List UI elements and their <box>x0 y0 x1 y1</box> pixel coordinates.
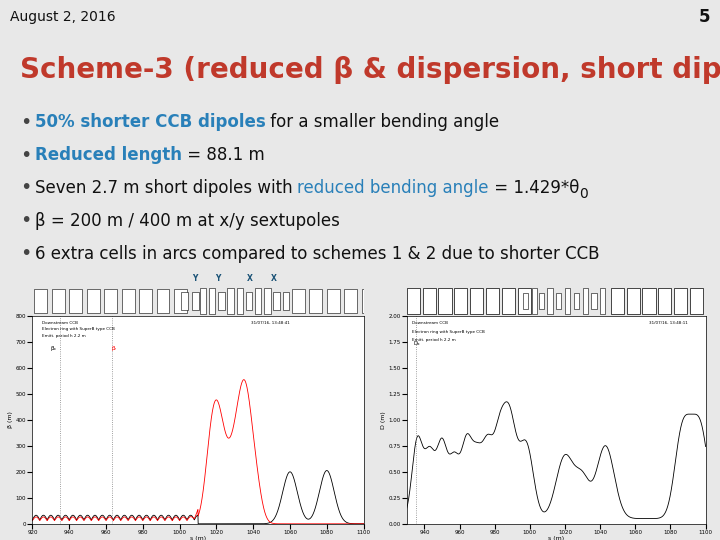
Text: •: • <box>20 211 32 231</box>
Bar <box>246 292 252 310</box>
Bar <box>539 293 544 309</box>
X-axis label: s (m): s (m) <box>548 536 564 540</box>
Bar <box>557 293 562 309</box>
Bar <box>470 288 483 314</box>
Text: for a smaller bending angle: for a smaller bending angle <box>265 113 500 131</box>
Y-axis label: β (m): β (m) <box>8 411 13 428</box>
Text: X: X <box>246 274 253 283</box>
Bar <box>228 288 234 314</box>
Text: Emitt. period h 2.2 m: Emitt. period h 2.2 m <box>412 338 456 342</box>
Text: August 2, 2016: August 2, 2016 <box>10 10 116 24</box>
Bar <box>674 288 687 314</box>
Bar <box>200 288 206 314</box>
Text: 50% shorter CCB dipoles: 50% shorter CCB dipoles <box>35 113 265 131</box>
Bar <box>181 292 188 310</box>
Bar <box>582 288 588 314</box>
Bar <box>292 289 305 313</box>
Text: Seven 2.7 m short dipoles with: Seven 2.7 m short dipoles with <box>35 179 297 197</box>
Bar <box>104 289 117 313</box>
Bar <box>690 288 703 314</box>
Bar <box>361 289 374 313</box>
Text: Downstream CCB: Downstream CCB <box>412 321 448 325</box>
Bar <box>611 288 624 314</box>
Bar <box>642 288 655 314</box>
Bar <box>565 288 570 314</box>
Text: X: X <box>271 274 276 283</box>
Text: 31/07/16, 13:48:11: 31/07/16, 13:48:11 <box>649 321 688 325</box>
Bar <box>626 288 639 314</box>
Bar <box>591 293 597 309</box>
Text: Downstream CCB: Downstream CCB <box>42 321 78 325</box>
Text: Electron ring with SuperB type CCB: Electron ring with SuperB type CCB <box>42 327 114 331</box>
Text: Scheme-3 (reduced β & dispersion, short dipole): Scheme-3 (reduced β & dispersion, short … <box>20 56 720 84</box>
Text: 5: 5 <box>698 8 710 26</box>
Text: •: • <box>20 146 32 165</box>
Text: βᵣ: βᵣ <box>112 346 117 350</box>
Bar <box>86 289 99 313</box>
Bar <box>344 289 357 313</box>
Bar <box>283 292 289 310</box>
Bar <box>486 288 499 314</box>
Bar <box>35 289 47 313</box>
Bar <box>192 292 199 310</box>
Text: Dₓ: Dₓ <box>414 341 420 346</box>
Y-axis label: D (m): D (m) <box>381 411 385 429</box>
Bar <box>264 288 271 314</box>
Bar <box>518 288 531 314</box>
Bar <box>52 289 65 313</box>
Bar <box>255 288 261 314</box>
Text: = 1.429*θ: = 1.429*θ <box>489 179 580 197</box>
Text: Reduced length: Reduced length <box>35 146 181 164</box>
Text: 0: 0 <box>580 187 588 201</box>
Bar <box>423 288 436 314</box>
Text: βₓ: βₓ <box>51 346 57 350</box>
Text: •: • <box>20 178 32 198</box>
Bar <box>174 289 187 313</box>
Bar <box>600 288 606 314</box>
Bar <box>531 288 537 314</box>
Bar <box>502 288 515 314</box>
Text: Emitt. period h 2.2 m: Emitt. period h 2.2 m <box>42 334 86 338</box>
Text: 6 extra cells in arcs compared to schemes 1 & 2 due to shorter CCB: 6 extra cells in arcs compared to scheme… <box>35 245 599 263</box>
Bar <box>274 292 280 310</box>
Bar <box>122 289 135 313</box>
Bar <box>310 289 322 313</box>
Bar <box>407 288 420 314</box>
Text: Y: Y <box>192 274 197 283</box>
Bar <box>218 292 225 310</box>
Text: •: • <box>20 244 32 264</box>
Bar <box>454 288 467 314</box>
Bar <box>547 288 553 314</box>
Text: β = 200 m / 400 m at x/y sextupoles: β = 200 m / 400 m at x/y sextupoles <box>35 212 339 230</box>
Text: Y: Y <box>215 274 221 283</box>
Bar <box>237 288 243 314</box>
Bar <box>523 293 528 309</box>
Bar <box>139 289 152 313</box>
Text: Electron ring with SuperB type CCB: Electron ring with SuperB type CCB <box>412 329 485 334</box>
Bar <box>438 288 451 314</box>
Bar <box>209 288 215 314</box>
Bar <box>69 289 82 313</box>
Text: reduced bending angle: reduced bending angle <box>297 179 489 197</box>
Text: = 88.1 m: = 88.1 m <box>181 146 264 164</box>
Bar <box>658 288 671 314</box>
Text: •: • <box>20 113 32 132</box>
X-axis label: s (m): s (m) <box>190 536 206 540</box>
Bar <box>327 289 340 313</box>
Bar <box>574 293 579 309</box>
Bar <box>156 289 169 313</box>
Text: 31/07/16, 13:48:41: 31/07/16, 13:48:41 <box>251 321 290 325</box>
